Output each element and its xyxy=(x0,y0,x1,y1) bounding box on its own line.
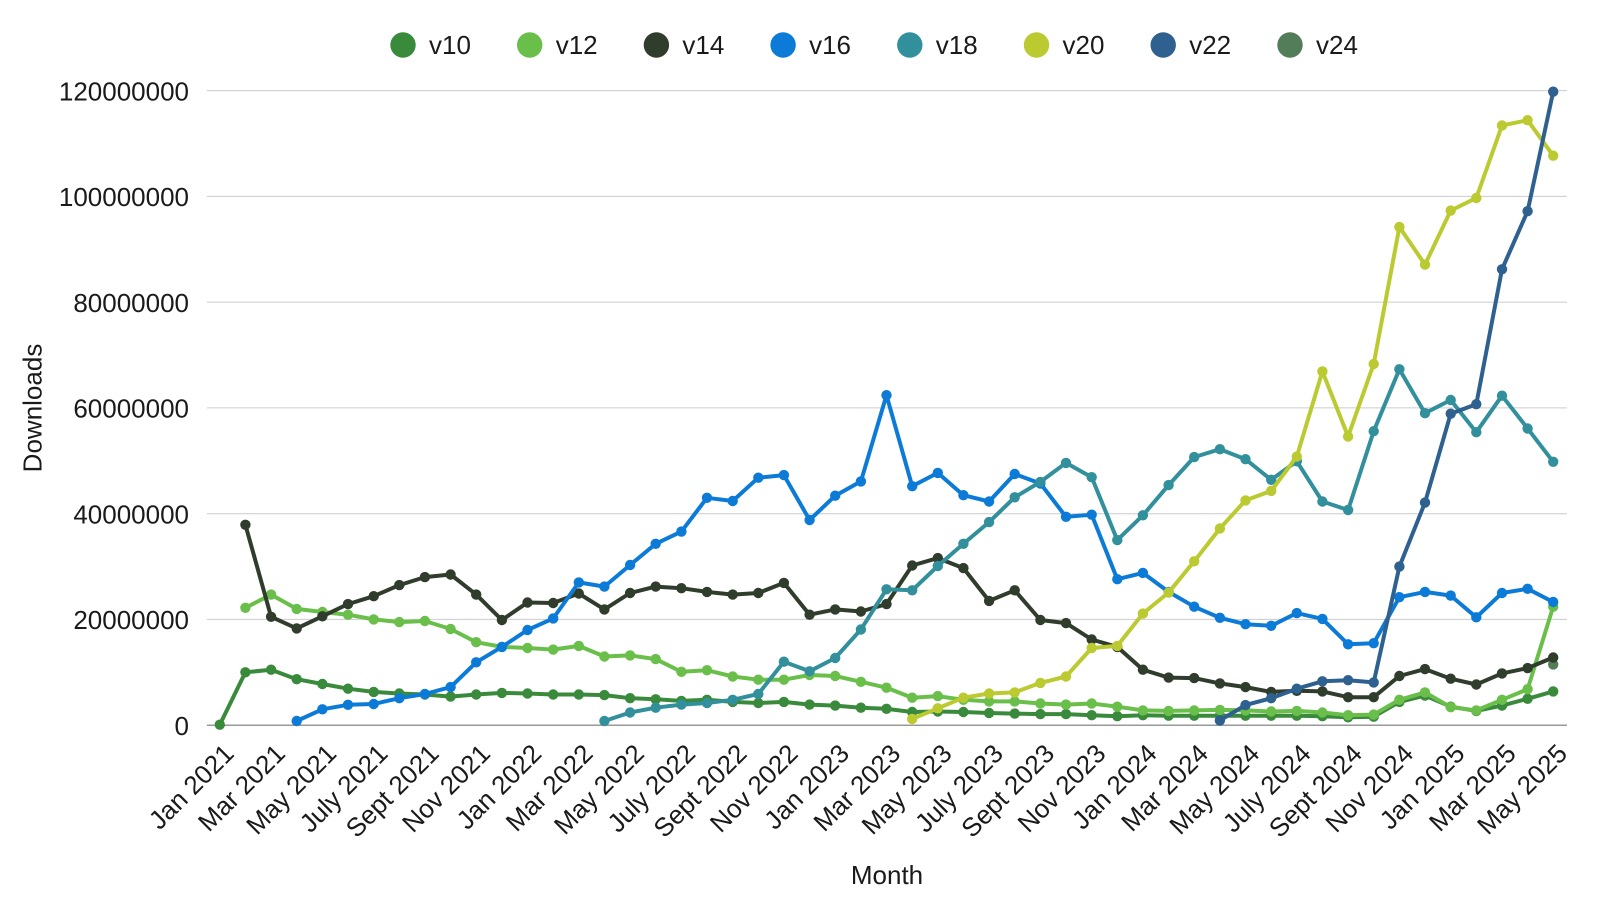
svg-text:v14: v14 xyxy=(682,30,724,60)
svg-text:80000000: 80000000 xyxy=(73,288,189,318)
svg-text:v16: v16 xyxy=(809,30,851,60)
svg-text:v12: v12 xyxy=(556,30,598,60)
svg-text:Downloads: Downloads xyxy=(18,344,48,473)
svg-text:60000000: 60000000 xyxy=(73,394,189,424)
svg-text:120000000: 120000000 xyxy=(59,76,189,106)
svg-text:20000000: 20000000 xyxy=(73,605,189,635)
svg-text:Month: Month xyxy=(851,860,923,890)
svg-text:v10: v10 xyxy=(429,30,471,60)
svg-text:v22: v22 xyxy=(1189,30,1231,60)
svg-text:v24: v24 xyxy=(1316,30,1358,60)
svg-text:v18: v18 xyxy=(936,30,978,60)
svg-text:40000000: 40000000 xyxy=(73,500,189,530)
svg-text:0: 0 xyxy=(175,711,189,741)
svg-text:100000000: 100000000 xyxy=(59,182,189,212)
svg-text:v20: v20 xyxy=(1063,30,1105,60)
